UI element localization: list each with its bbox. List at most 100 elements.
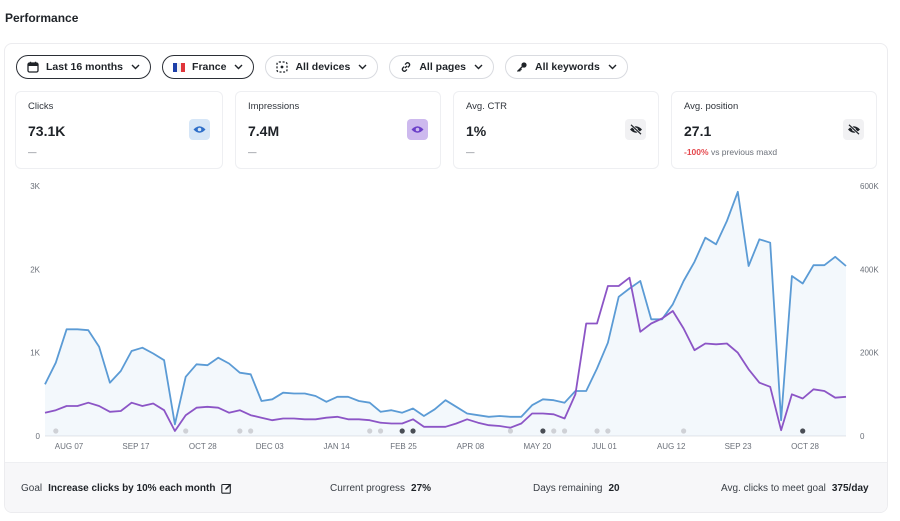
metric-label: Avg. position <box>684 101 739 112</box>
keywords-dropdown[interactable]: All keywords <box>505 55 628 79</box>
metric-label: Impressions <box>248 101 300 112</box>
progress-item: Current progress 27% <box>330 483 431 494</box>
metric-value: 73.1K <box>28 123 66 139</box>
avg-clicks-item: Avg. clicks to meet goal 375/day <box>721 483 869 494</box>
country-label: France <box>192 61 227 73</box>
x-tick-label: OCT 28 <box>791 442 819 451</box>
date-range-label: Last 16 months <box>46 61 124 73</box>
country-dropdown[interactable]: France <box>162 55 255 79</box>
x-tick-label: AUG 12 <box>657 442 686 451</box>
metric-change: -100% vs previous maxd <box>684 147 864 157</box>
eye-icon[interactable] <box>189 119 210 140</box>
chevron-down-icon <box>234 64 243 70</box>
chevron-down-icon <box>474 64 483 70</box>
edit-icon[interactable] <box>221 483 232 494</box>
annotation-marker <box>248 428 254 434</box>
metric-card-avg-position[interactable]: Avg. position 27.1 -100% vs previous max… <box>671 91 877 169</box>
y-right-tick-label: 400K <box>860 265 879 274</box>
change-percent: -100% <box>684 147 709 157</box>
x-tick-label: JUL 01 <box>592 442 618 451</box>
goal-item: Goal Increase clicks by 10% each month <box>21 483 232 494</box>
annotation-marker <box>561 428 568 434</box>
metric-change: — <box>248 147 257 157</box>
metric-change: — <box>28 147 37 157</box>
annotation-marker <box>605 428 611 434</box>
metric-label: Avg. CTR <box>466 101 508 112</box>
metric-value: 7.4M <box>248 123 280 139</box>
goal-label: Goal <box>21 483 43 494</box>
y-right-tick-label: 200K <box>860 349 879 358</box>
metric-value: 27.1 <box>684 123 712 139</box>
x-tick-label: APR 08 <box>457 442 485 451</box>
chevron-down-icon <box>608 64 617 70</box>
keywords-label: All keywords <box>535 61 600 73</box>
x-tick-label: FEB 25 <box>390 442 417 451</box>
annotation-marker <box>377 428 384 434</box>
goal-value: Increase clicks by 10% each month <box>48 483 216 494</box>
chevron-down-icon <box>131 64 140 70</box>
series-area <box>45 191 846 436</box>
x-tick-label: MAY 20 <box>524 442 552 451</box>
metric-card-impressions[interactable]: Impressions 7.4M — <box>235 91 441 169</box>
france-flag-icon <box>173 61 186 73</box>
metric-card-avg-ctr[interactable]: Avg. CTR 1% — <box>453 91 659 169</box>
x-tick-label: SEP 23 <box>725 442 753 451</box>
annotation-marker <box>540 428 546 434</box>
progress-label: Current progress <box>330 483 406 494</box>
pages-dropdown[interactable]: All pages <box>389 55 495 79</box>
x-tick-label: DEC 03 <box>256 442 285 451</box>
devices-icon <box>276 61 289 73</box>
annotation-marker <box>367 428 373 434</box>
date-range-dropdown[interactable]: Last 16 months <box>16 55 152 79</box>
performance-panel: Last 16 months France All devices All pa… <box>4 43 888 513</box>
avg-clicks-value: 375/day <box>831 483 869 494</box>
performance-chart[interactable]: 0 1K 2K 3K 0 200K 400K 600K AUG 07 SEP 17 OCT 28 DE… <box>5 179 887 464</box>
metric-label: Clicks <box>28 101 54 112</box>
annotation-marker <box>681 428 687 434</box>
series-line <box>44 190 847 426</box>
y-left-tick-label: 3K <box>30 182 40 191</box>
annotation-marker <box>410 428 416 434</box>
y-left-tick-label: 1K <box>30 349 40 358</box>
devices-dropdown[interactable]: All devices <box>265 55 379 79</box>
chart-svg: 0 1K 2K 3K 0 200K 400K 600K AUG 07 SEP 17 OCT 28 DE… <box>30 182 879 451</box>
change-caption: vs previous maxd <box>708 147 778 157</box>
page-title: Performance <box>5 11 79 25</box>
y-left-tick-label: 2K <box>30 265 40 274</box>
avg-clicks-label: Avg. clicks to meet goal <box>721 483 826 494</box>
eye-icon[interactable] <box>407 119 428 140</box>
calendar-icon <box>27 61 39 73</box>
metric-card-clicks[interactable]: Clicks 73.1K — <box>15 91 223 169</box>
x-tick-label: JAN 14 <box>324 442 351 451</box>
filter-bar: Last 16 months France All devices All pa… <box>16 55 628 79</box>
x-tick-label: OCT 28 <box>189 442 217 451</box>
y-right-tick-label: 0 <box>860 432 865 441</box>
annotation-marker <box>399 428 405 434</box>
annotation-marker <box>594 428 600 434</box>
series-line <box>44 276 847 432</box>
y-left-tick-label: 0 <box>36 432 41 441</box>
metric-value: 1% <box>466 123 487 139</box>
annotation-marker <box>53 428 59 434</box>
metric-cards: Clicks 73.1K — Impressions 7.4M — Avg. C… <box>15 91 879 171</box>
x-tick-label: AUG 07 <box>55 442 84 451</box>
eye-off-icon[interactable] <box>625 119 646 140</box>
y-right-tick-label: 600K <box>860 182 879 191</box>
progress-value: 27% <box>411 483 432 494</box>
goal-footer: Goal Increase clicks by 10% each month C… <box>5 462 887 512</box>
x-tick-label: SEP 17 <box>122 442 150 451</box>
days-remaining-item: Days remaining 20 <box>533 483 620 494</box>
days-remaining-label: Days remaining <box>533 483 603 494</box>
annotation-marker <box>507 428 514 434</box>
days-remaining-value: 20 <box>608 483 620 494</box>
pages-label: All pages <box>419 61 467 73</box>
key-icon <box>516 61 528 73</box>
annotation-marker <box>800 428 806 434</box>
eye-off-icon[interactable] <box>843 119 864 140</box>
annotation-marker <box>551 428 557 434</box>
annotation-marker <box>183 428 189 434</box>
annotation-marker <box>237 428 243 434</box>
chevron-down-icon <box>358 64 367 70</box>
devices-label: All devices <box>295 61 351 73</box>
link-icon <box>400 61 412 73</box>
